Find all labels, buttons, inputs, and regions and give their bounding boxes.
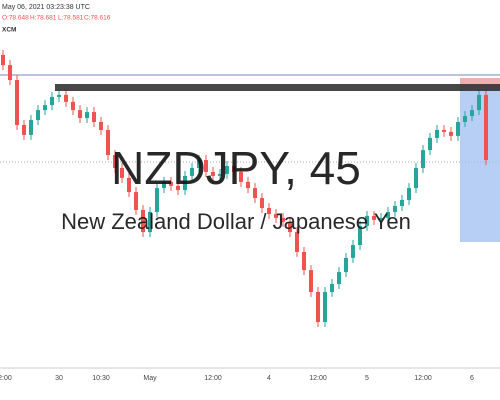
- candle-body: [281, 217, 285, 222]
- candle-body: [260, 198, 264, 208]
- candle-body: [407, 188, 411, 201]
- candle-body: [218, 173, 222, 176]
- x-tick-label: 12:00: [204, 375, 222, 382]
- candle-body: [316, 291, 320, 323]
- candle-body: [162, 181, 166, 189]
- candle-body: [106, 129, 110, 156]
- candle-body: [50, 96, 54, 106]
- candle-body: [64, 94, 68, 102]
- header-high: H:78.681: [30, 15, 57, 22]
- candle-body: [15, 80, 19, 125]
- candle-body: [414, 167, 418, 189]
- candle-body: [421, 150, 425, 168]
- candle-body: [169, 181, 173, 186]
- position-stop-zone: [460, 78, 500, 88]
- candle-body: [1, 54, 5, 66]
- candle-body: [176, 185, 180, 191]
- x-tick-label: May: [143, 375, 157, 382]
- candle-body: [295, 232, 299, 252]
- candle-body: [29, 120, 33, 135]
- x-tick-label: 10:30: [92, 375, 110, 382]
- candle-body: [477, 94, 481, 111]
- candle-body: [22, 124, 26, 135]
- candle-body: [344, 257, 348, 273]
- candle-body: [225, 165, 229, 174]
- candle-body: [71, 101, 75, 111]
- candle-body: [85, 112, 89, 119]
- candle-body: [155, 188, 159, 212]
- candle-body: [484, 94, 488, 161]
- candle-body: [428, 137, 432, 151]
- x-tick-label: 30: [55, 375, 63, 382]
- candle-body: [120, 167, 124, 178]
- header-close: C:78.616: [84, 15, 111, 22]
- candle-body: [358, 225, 362, 245]
- candle-body: [134, 192, 138, 210]
- candle-body: [449, 131, 453, 136]
- candle-body: [400, 200, 404, 206]
- candle-body: [267, 207, 271, 214]
- candle-body: [302, 251, 306, 271]
- candle-body: [309, 270, 313, 292]
- header-source: XCM: [2, 27, 16, 34]
- header-low: L:78.581: [58, 15, 84, 22]
- candle-body: [113, 155, 117, 168]
- candle-body: [92, 112, 96, 122]
- candle-body: [36, 110, 40, 121]
- x-tick-label: 4: [267, 375, 271, 382]
- header-datetime: May 06, 2021 03:23:38 UTC: [2, 4, 90, 11]
- candle-body: [246, 181, 250, 189]
- candle-body: [211, 171, 215, 176]
- candle-body: [148, 211, 152, 233]
- candle-body: [43, 105, 47, 111]
- candle-body: [197, 160, 201, 168]
- drawn-rectangle: [55, 84, 500, 91]
- candle-body: [330, 284, 334, 292]
- candle-body: [239, 171, 243, 182]
- candle-body: [57, 94, 61, 97]
- candle-body: [379, 217, 383, 220]
- position-target-zone: [460, 88, 500, 242]
- candle-body: [127, 177, 131, 193]
- candle-body: [204, 160, 208, 172]
- candle-body: [442, 129, 446, 132]
- header-open: O:78.648: [2, 15, 29, 22]
- candle-body: [183, 175, 187, 191]
- candle-body: [435, 129, 439, 138]
- candle-body: [372, 215, 376, 220]
- candle-body: [274, 213, 278, 218]
- candle-body: [190, 167, 194, 176]
- x-tick-label: 12:00: [0, 375, 12, 382]
- candle-body: [99, 122, 103, 130]
- candle-body: [393, 205, 397, 212]
- candle-body: [78, 110, 82, 119]
- candle-body: [253, 188, 257, 199]
- x-tick-label: 12:00: [414, 375, 432, 382]
- candle-body: [232, 165, 236, 172]
- x-tick-label: 5: [365, 375, 369, 382]
- candle-body: [470, 110, 474, 117]
- candle-body: [456, 122, 460, 136]
- candle-body: [351, 245, 355, 258]
- candle-body: [386, 211, 390, 218]
- candle-body: [463, 116, 467, 122]
- candle-body: [365, 215, 369, 226]
- watermark-subtitle: New Zealand Dollar / Japanese Yen: [61, 209, 411, 234]
- candle-body: [323, 291, 327, 323]
- x-tick-label: 6: [470, 375, 474, 382]
- candle-body: [337, 272, 341, 285]
- candle-body: [288, 221, 292, 233]
- watermark-title: NZDJPY, 45: [111, 142, 361, 194]
- candle-body: [8, 65, 12, 81]
- x-tick-label: 12:00: [309, 375, 327, 382]
- candle-body: [141, 209, 145, 233]
